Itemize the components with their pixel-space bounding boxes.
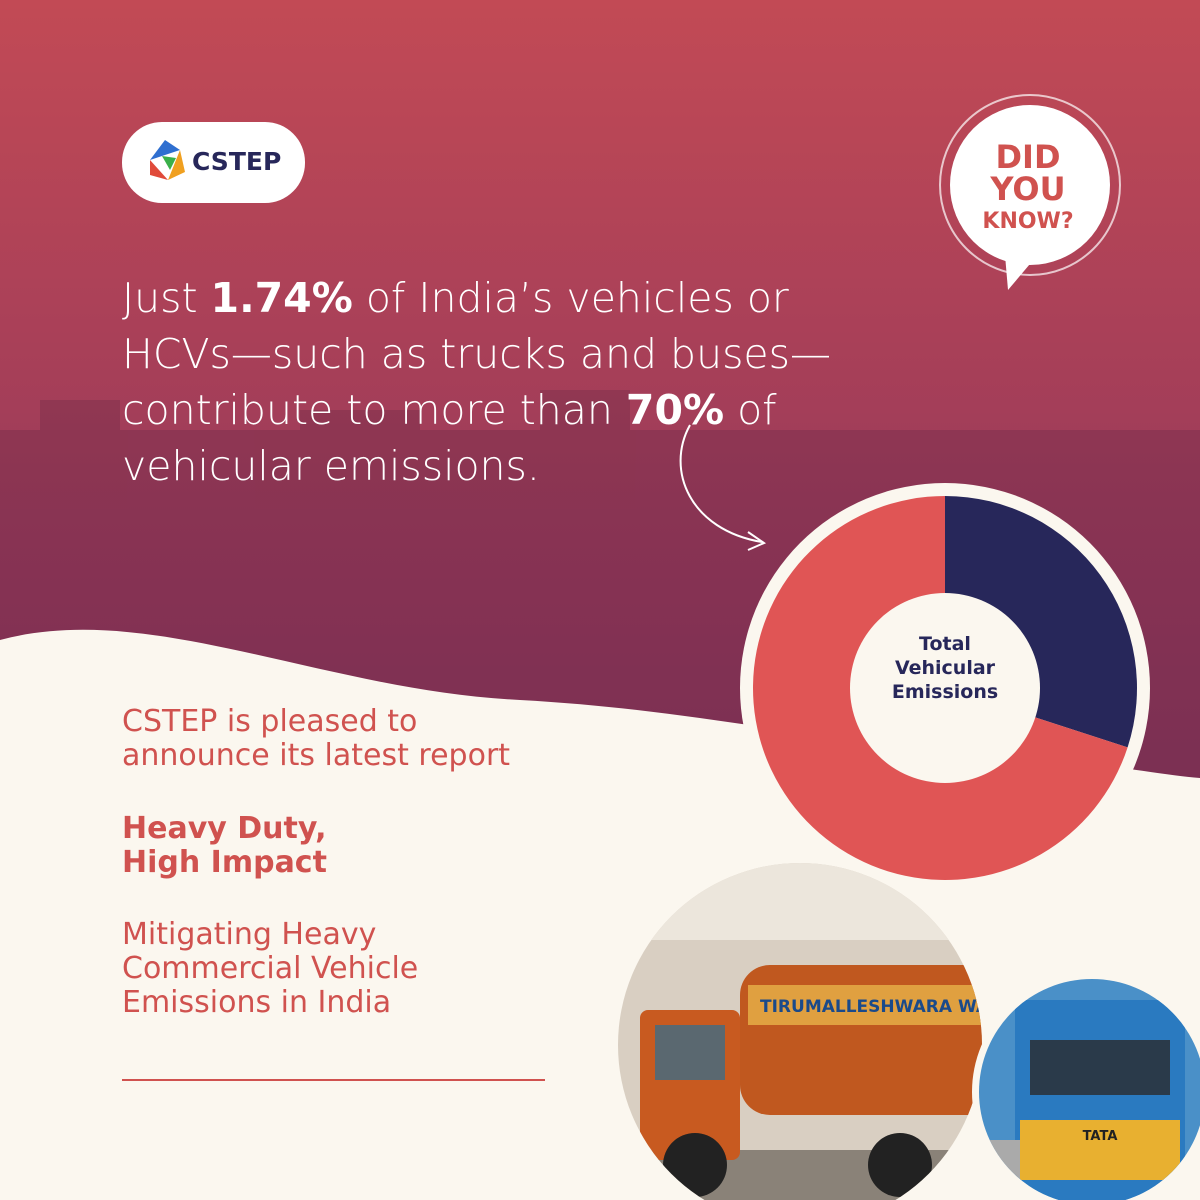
arrow [679,424,763,543]
headline-line: Just 1.74% of India’s vehicles or [122,270,831,326]
badge-line: KNOW? [982,209,1073,234]
text: contribute to more than [122,386,626,434]
center-label: Vehicular [895,657,996,679]
line: Mitigating Heavy [122,917,377,952]
headline-line: HCVs—such as trucks and buses— [122,326,831,382]
donut-label: Total Vehicular Emissions [892,633,998,703]
text: vehicular emissions. [122,442,540,490]
text: of India’s vehicles or [352,274,789,322]
center-label: Total [919,633,971,655]
highlight: 70% [625,386,725,434]
badge-line: DID [995,138,1060,176]
line: Commercial Vehicle [122,951,419,986]
arrow-head [747,531,767,551]
line: Emissions in India [122,985,392,1020]
center-label: Emissions [892,681,998,703]
headline-line: contribute to more than 70% of [122,382,831,438]
line: High Impact [122,845,327,880]
line: CSTEP is pleased to [122,704,418,739]
badge-line: YOU [989,170,1065,208]
line: announce its latest report [122,738,511,773]
donut-hole [850,593,1040,783]
highlight: 1.74% [210,274,353,322]
text: of [724,386,777,434]
line: Heavy Duty, [122,811,327,846]
headline-line: vehicular emissions. [122,438,831,494]
text: Just [122,274,211,322]
bus-text: TATA [1083,1129,1118,1144]
badge [950,105,1110,265]
truck-photo: TIRUMALLESHWARA WATER SUPPLY [618,863,1102,1200]
badge-ring [939,94,1121,276]
report-subtitle: Mitigating Heavy Commercial Vehicle Emis… [122,918,418,1020]
logo-icon [150,140,185,180]
badge-text: DID YOU KNOW? [982,138,1073,234]
tank-sign: TIRUMALLESHWARA WATER SUPPLY [760,997,1102,1017]
headline: Just 1.74% of India’s vehicles or HCVs—s… [122,270,831,494]
announcement: CSTEP is pleased to announce its latest … [122,705,510,773]
text: HCVs—such as trucks and buses— [122,330,832,378]
report-title: Heavy Duty, High Impact [122,812,327,880]
logo-text: CSTEP [192,147,281,176]
